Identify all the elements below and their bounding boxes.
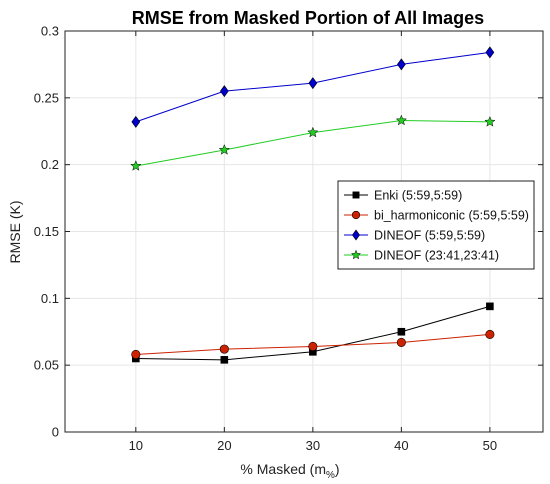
data-point <box>131 115 141 128</box>
data-point <box>219 344 229 354</box>
y-tick-label: 0.2 <box>41 157 59 172</box>
y-tick-label: 0 <box>52 425 59 440</box>
y-tick-label: 0.1 <box>41 291 59 306</box>
data-point <box>396 337 406 347</box>
data-point <box>131 349 141 360</box>
legend-item: DINEOF (5:59,5:59) <box>344 229 485 243</box>
x-tick-label: 40 <box>394 438 408 453</box>
series-group <box>130 46 496 364</box>
data-point <box>486 302 494 311</box>
data-point <box>219 85 229 98</box>
data-point <box>485 329 495 339</box>
x-tick-label: 30 <box>306 438 320 453</box>
legend-item: DINEOF (23:41,23:41) <box>344 249 499 263</box>
legend-item: Enki (5:59,5:59) <box>344 189 462 203</box>
series-2 <box>131 329 495 360</box>
data-point <box>130 160 142 171</box>
data-point <box>395 114 408 126</box>
y-tick-label: 0.05 <box>34 358 59 373</box>
data-point <box>220 356 229 364</box>
legend: Enki (5:59,5:59) bi_harmoniconic (5:59,5:… <box>337 180 535 270</box>
tick-labels: 10 20 30 40 50 0 0.05 0.1 0.15 0.2 0.25 0.3 <box>34 24 497 454</box>
legend-label: bi_harmoniconic (5:59,5:59) <box>374 209 529 223</box>
legend-swatch-marker <box>352 191 360 199</box>
y-tick-label: 0.15 <box>34 224 59 239</box>
x-axis-label: % Masked (m%) <box>240 461 339 481</box>
legend-label: DINEOF (23:41,23:41) <box>374 249 499 263</box>
y-tick-label: 0.25 <box>34 90 59 105</box>
data-point <box>396 58 406 71</box>
data-point <box>397 327 406 336</box>
axes <box>64 30 544 433</box>
series-3 <box>131 46 495 128</box>
y-tick-label: 0.3 <box>41 24 59 39</box>
x-tick-label: 50 <box>483 438 497 453</box>
data-point <box>218 144 230 155</box>
legend-item: bi_harmoniconic (5:59,5:59) <box>344 209 529 223</box>
legend-box <box>337 180 535 270</box>
data-point <box>308 341 318 352</box>
x-tick-label: 20 <box>217 438 231 453</box>
x-tick-label: 10 <box>129 438 143 453</box>
data-point <box>484 115 496 127</box>
legend-label: DINEOF (5:59,5:59) <box>374 229 485 243</box>
y-axis-label: RMSE (K) <box>7 201 23 264</box>
legend-swatch-marker <box>352 229 360 241</box>
legend-swatch-marker <box>351 210 361 220</box>
data-point <box>307 126 319 138</box>
chart-title: RMSE from Masked Portion of All Images <box>132 8 484 28</box>
legend-swatch-marker <box>350 249 362 260</box>
series-4 <box>130 114 496 171</box>
data-point <box>308 77 318 90</box>
data-point <box>485 46 495 59</box>
legend-label: Enki (5:59,5:59) <box>374 189 462 203</box>
